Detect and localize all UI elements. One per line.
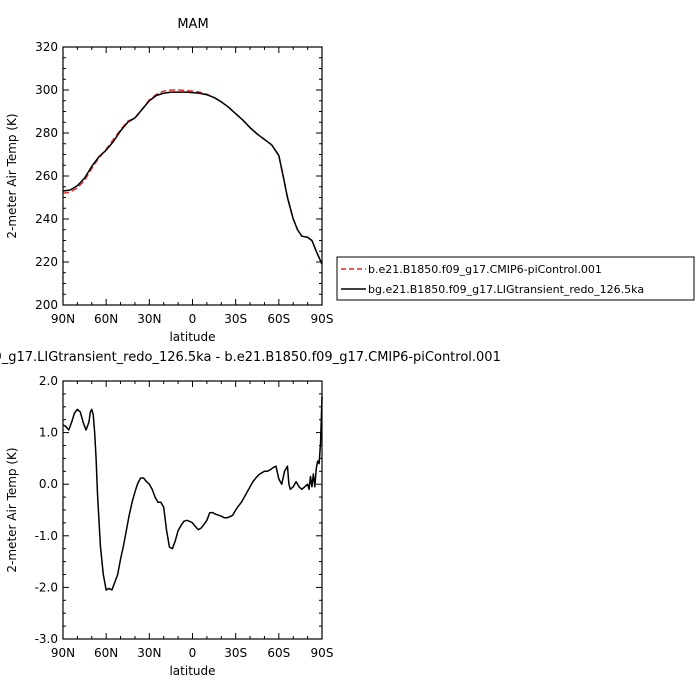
- top-chart-frame: [62, 46, 323, 306]
- x-tick-label: 90N: [51, 646, 75, 660]
- x-tick-label: 60S: [267, 646, 290, 660]
- top-chart-ticks: 200 220 240 260 280 300 320 90N 60N 30N 0 30S 60S 90S: [35, 40, 333, 326]
- y-tick-label: 280: [35, 126, 58, 140]
- bottom-chart-y-axis-label: 2-meter Air Temp (K): [5, 447, 19, 572]
- x-tick-label: 90S: [311, 646, 334, 660]
- x-tick-label: 30S: [224, 312, 247, 326]
- bottom-chart-frame: [62, 380, 323, 640]
- bottom-chart-x-axis-label: latitude: [169, 664, 215, 678]
- y-tick-label: 1.0: [39, 426, 58, 440]
- top-chart-series: [62, 89, 323, 265]
- x-tick-label: 90S: [311, 312, 334, 326]
- x-tick-label: 60S: [267, 312, 290, 326]
- legend: b.e21.B1850.f09_g17.CMIP6-piControl.001 …: [336, 256, 695, 301]
- legend-box: [336, 256, 695, 301]
- y-tick-label: 260: [35, 169, 58, 183]
- y-tick-label: 240: [35, 212, 58, 226]
- legend-label-control: b.e21.B1850.f09_g17.CMIP6-piControl.001: [368, 263, 602, 276]
- y-tick-label: -3.0: [35, 632, 58, 646]
- bottom-chart-panel: bg.e21.B1850.f09_g17.LIGtransient_redo_1…: [0, 350, 501, 678]
- bottom-chart-series: [62, 396, 323, 591]
- y-tick-label: -2.0: [35, 580, 58, 594]
- x-tick-label: 30S: [224, 646, 247, 660]
- x-tick-label: 30N: [137, 646, 161, 660]
- top-chart-y-axis-label: 2-meter Air Temp (K): [5, 113, 19, 238]
- x-tick-label: 30N: [137, 312, 161, 326]
- y-tick-label: 0.0: [39, 477, 58, 491]
- legend-label-lig: bg.e21.B1850.f09_g17.LIGtransient_redo_1…: [368, 283, 644, 296]
- y-tick-label: 320: [35, 40, 58, 54]
- y-tick-label: 200: [35, 298, 58, 312]
- y-tick-label: 220: [35, 255, 58, 269]
- y-tick-label: 2.0: [39, 374, 58, 388]
- bottom-chart-ticks: -3.0 -2.0 -1.0 0.0 1.0 2.0 90N 60N 30N 0 30S 60S 90S: [35, 374, 334, 660]
- x-tick-label: 60N: [94, 646, 118, 660]
- lig-series-line: [62, 91, 323, 265]
- x-tick-label: 90N: [51, 312, 75, 326]
- x-tick-label: 60N: [94, 312, 118, 326]
- top-chart-panel: MAM 2-meter Air Temp (K) latitude 200 220…: [5, 17, 333, 344]
- top-chart-x-axis-label: latitude: [169, 330, 215, 344]
- y-tick-label: 300: [35, 83, 58, 97]
- y-tick-label: -1.0: [35, 529, 58, 543]
- x-tick-label: 0: [189, 312, 197, 326]
- top-chart-title: MAM: [177, 17, 208, 32]
- bottom-chart-title: bg.e21.B1850.f09_g17.LIGtransient_redo_1…: [0, 350, 501, 365]
- x-tick-label: 0: [189, 646, 197, 660]
- difference-series-line: [62, 396, 323, 591]
